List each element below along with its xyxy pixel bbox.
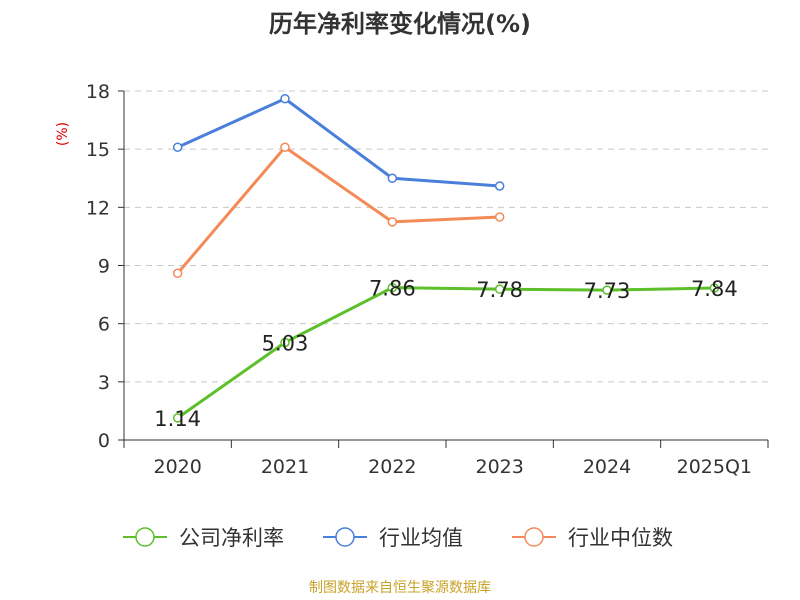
y-tick-label: 15 [86,139,110,161]
data-label: 7.78 [476,278,523,302]
data-label: 5.03 [262,331,309,355]
data-point [494,181,505,191]
axes: 0 3 6 9 12 15 18 2020 2021 2022 2023 2024 2025Q1 [86,81,769,478]
legend: 公司净利率 行业均值 行业中位数 [123,526,673,550]
data-label: 7.84 [691,277,738,301]
x-tick-label: 2022 [368,456,416,478]
source-note: 制图数据来自恒生聚源数据库 [309,580,491,596]
data-point [387,173,398,183]
data-point [280,142,290,152]
y-tick-label: 9 [98,256,110,278]
y-tick-label: 18 [86,81,110,103]
data-label: 1.14 [154,407,201,431]
legend-label: 行业均值 [379,526,463,550]
legend-label: 公司净利率 [179,526,284,550]
legend-marker [135,527,155,547]
data-point [387,282,398,293]
data-point [172,413,183,423]
data-point [387,217,398,227]
x-tick-label: 2025Q1 [677,456,752,478]
data-point [172,268,183,279]
legend-marker [524,527,544,547]
data-point [709,283,720,293]
series-line [176,145,500,275]
data-point [602,285,612,295]
data-point [494,284,505,294]
x-tick-label: 2020 [153,456,201,478]
data-point [280,337,290,348]
x-tick-label: 2024 [583,456,631,478]
legend-marker [335,527,355,547]
data-point [172,142,183,152]
legend-label: 行业中位数 [568,526,673,550]
series-line [177,97,500,188]
series-line [176,286,715,420]
data-labels: 1.14 5.03 7.86 7.78 7.73 7.84 [154,277,737,431]
data-label: 7.86 [369,277,416,301]
data-label: 7.73 [584,279,631,303]
y-tick-label: 0 [98,430,110,452]
y-tick-label: 3 [98,372,110,394]
data-point [280,94,290,104]
grid-lines [124,90,768,383]
series-lines [172,94,720,423]
chart-title: 历年净利率变化情况(%) [269,10,531,38]
y-tick-label: 6 [98,314,110,336]
x-tick-label: 2023 [475,456,523,478]
y-tick-label: 12 [86,197,110,219]
data-point [494,212,505,222]
x-tick-label: 2021 [261,456,309,478]
